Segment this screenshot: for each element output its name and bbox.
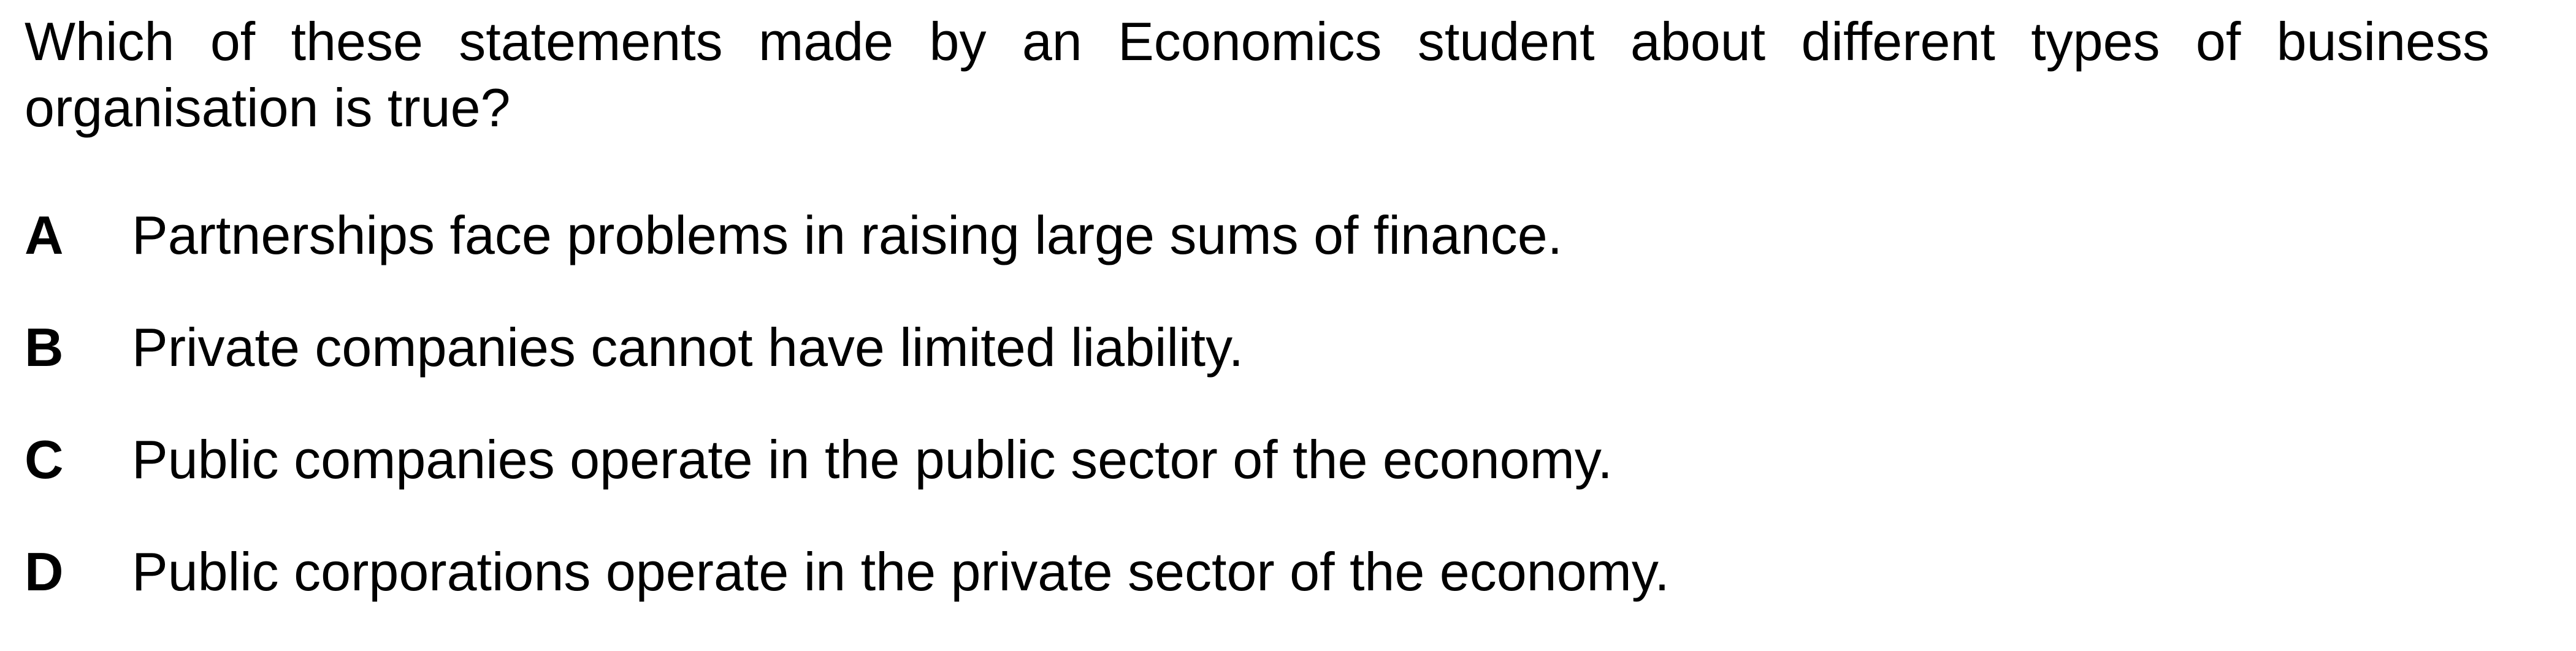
answer-options: A Partnerships face problems in raising … (25, 202, 2539, 651)
option-text: Private companies cannot have limited li… (132, 317, 1244, 378)
option-letter: C (25, 429, 64, 490)
option-letter: A (25, 205, 64, 265)
option-c[interactable]: C Public companies operate in the public… (25, 427, 2539, 539)
option-letter: B (25, 317, 64, 378)
option-text: Partnerships face problems in raising la… (132, 205, 1563, 265)
option-letter: D (25, 541, 64, 602)
option-b[interactable]: B Private companies cannot have limited … (25, 314, 2539, 427)
option-text: Public corporations operate in the priva… (132, 541, 1670, 602)
option-a[interactable]: A Partnerships face problems in raising … (25, 202, 2539, 314)
option-d[interactable]: D Public corporations operate in the pri… (25, 539, 2539, 651)
question-text: Which of these statements made by an Eco… (25, 11, 2490, 138)
option-text: Public companies operate in the public s… (132, 429, 1613, 490)
